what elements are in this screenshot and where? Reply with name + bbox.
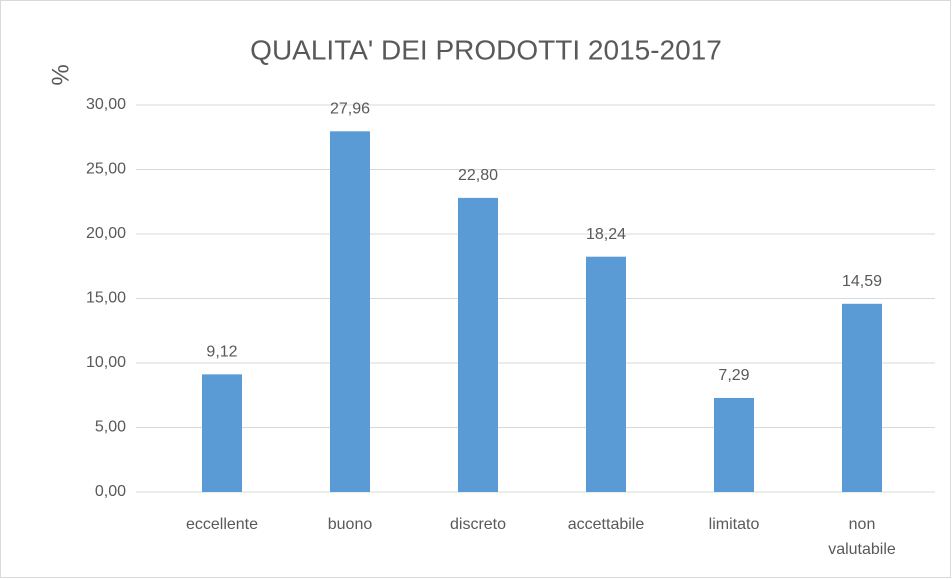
y-tick-label: 10,00	[86, 354, 126, 371]
data-label: 22,80	[458, 167, 498, 184]
x-tick-label: discreto	[450, 516, 506, 533]
bar	[202, 374, 242, 492]
bar	[458, 197, 498, 492]
y-tick-label: 25,00	[86, 161, 126, 178]
bar	[714, 397, 754, 492]
y-tick-label: 15,00	[86, 290, 126, 307]
y-axis-label: %	[47, 64, 74, 85]
x-tick-label: accettabile	[568, 516, 645, 533]
bar	[842, 303, 882, 492]
bar	[330, 131, 370, 493]
x-tick-label: eccellente	[186, 516, 258, 533]
data-label: 14,59	[842, 273, 882, 290]
y-tick-label: 30,00	[86, 96, 126, 113]
x-tick-label: buono	[328, 516, 373, 533]
data-label: 9,12	[206, 344, 237, 361]
data-label: 18,24	[586, 226, 626, 243]
chart-title: QUALITA' DEI PRODOTTI 2015-2017	[250, 34, 722, 65]
y-tick-label: 0,00	[95, 483, 126, 500]
bar	[586, 256, 626, 492]
x-tick-label: non valutabile	[828, 516, 896, 558]
data-label: 27,96	[330, 101, 370, 118]
y-tick-label: 5,00	[95, 419, 126, 436]
y-tick-label: 20,00	[86, 225, 126, 242]
x-tick-label: limitato	[709, 516, 760, 533]
data-label: 7,29	[718, 367, 749, 384]
